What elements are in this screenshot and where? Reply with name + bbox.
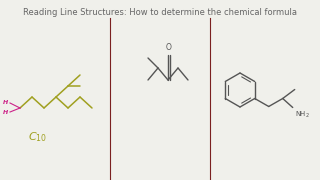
Text: H: H [3,100,8,105]
Text: Reading Line Structures: How to determine the chemical formula: Reading Line Structures: How to determin… [23,8,297,17]
Text: H: H [3,111,8,116]
Text: $C_{10}$: $C_{10}$ [28,130,48,144]
Text: O: O [166,43,172,52]
Text: NH$_2$: NH$_2$ [295,109,310,120]
